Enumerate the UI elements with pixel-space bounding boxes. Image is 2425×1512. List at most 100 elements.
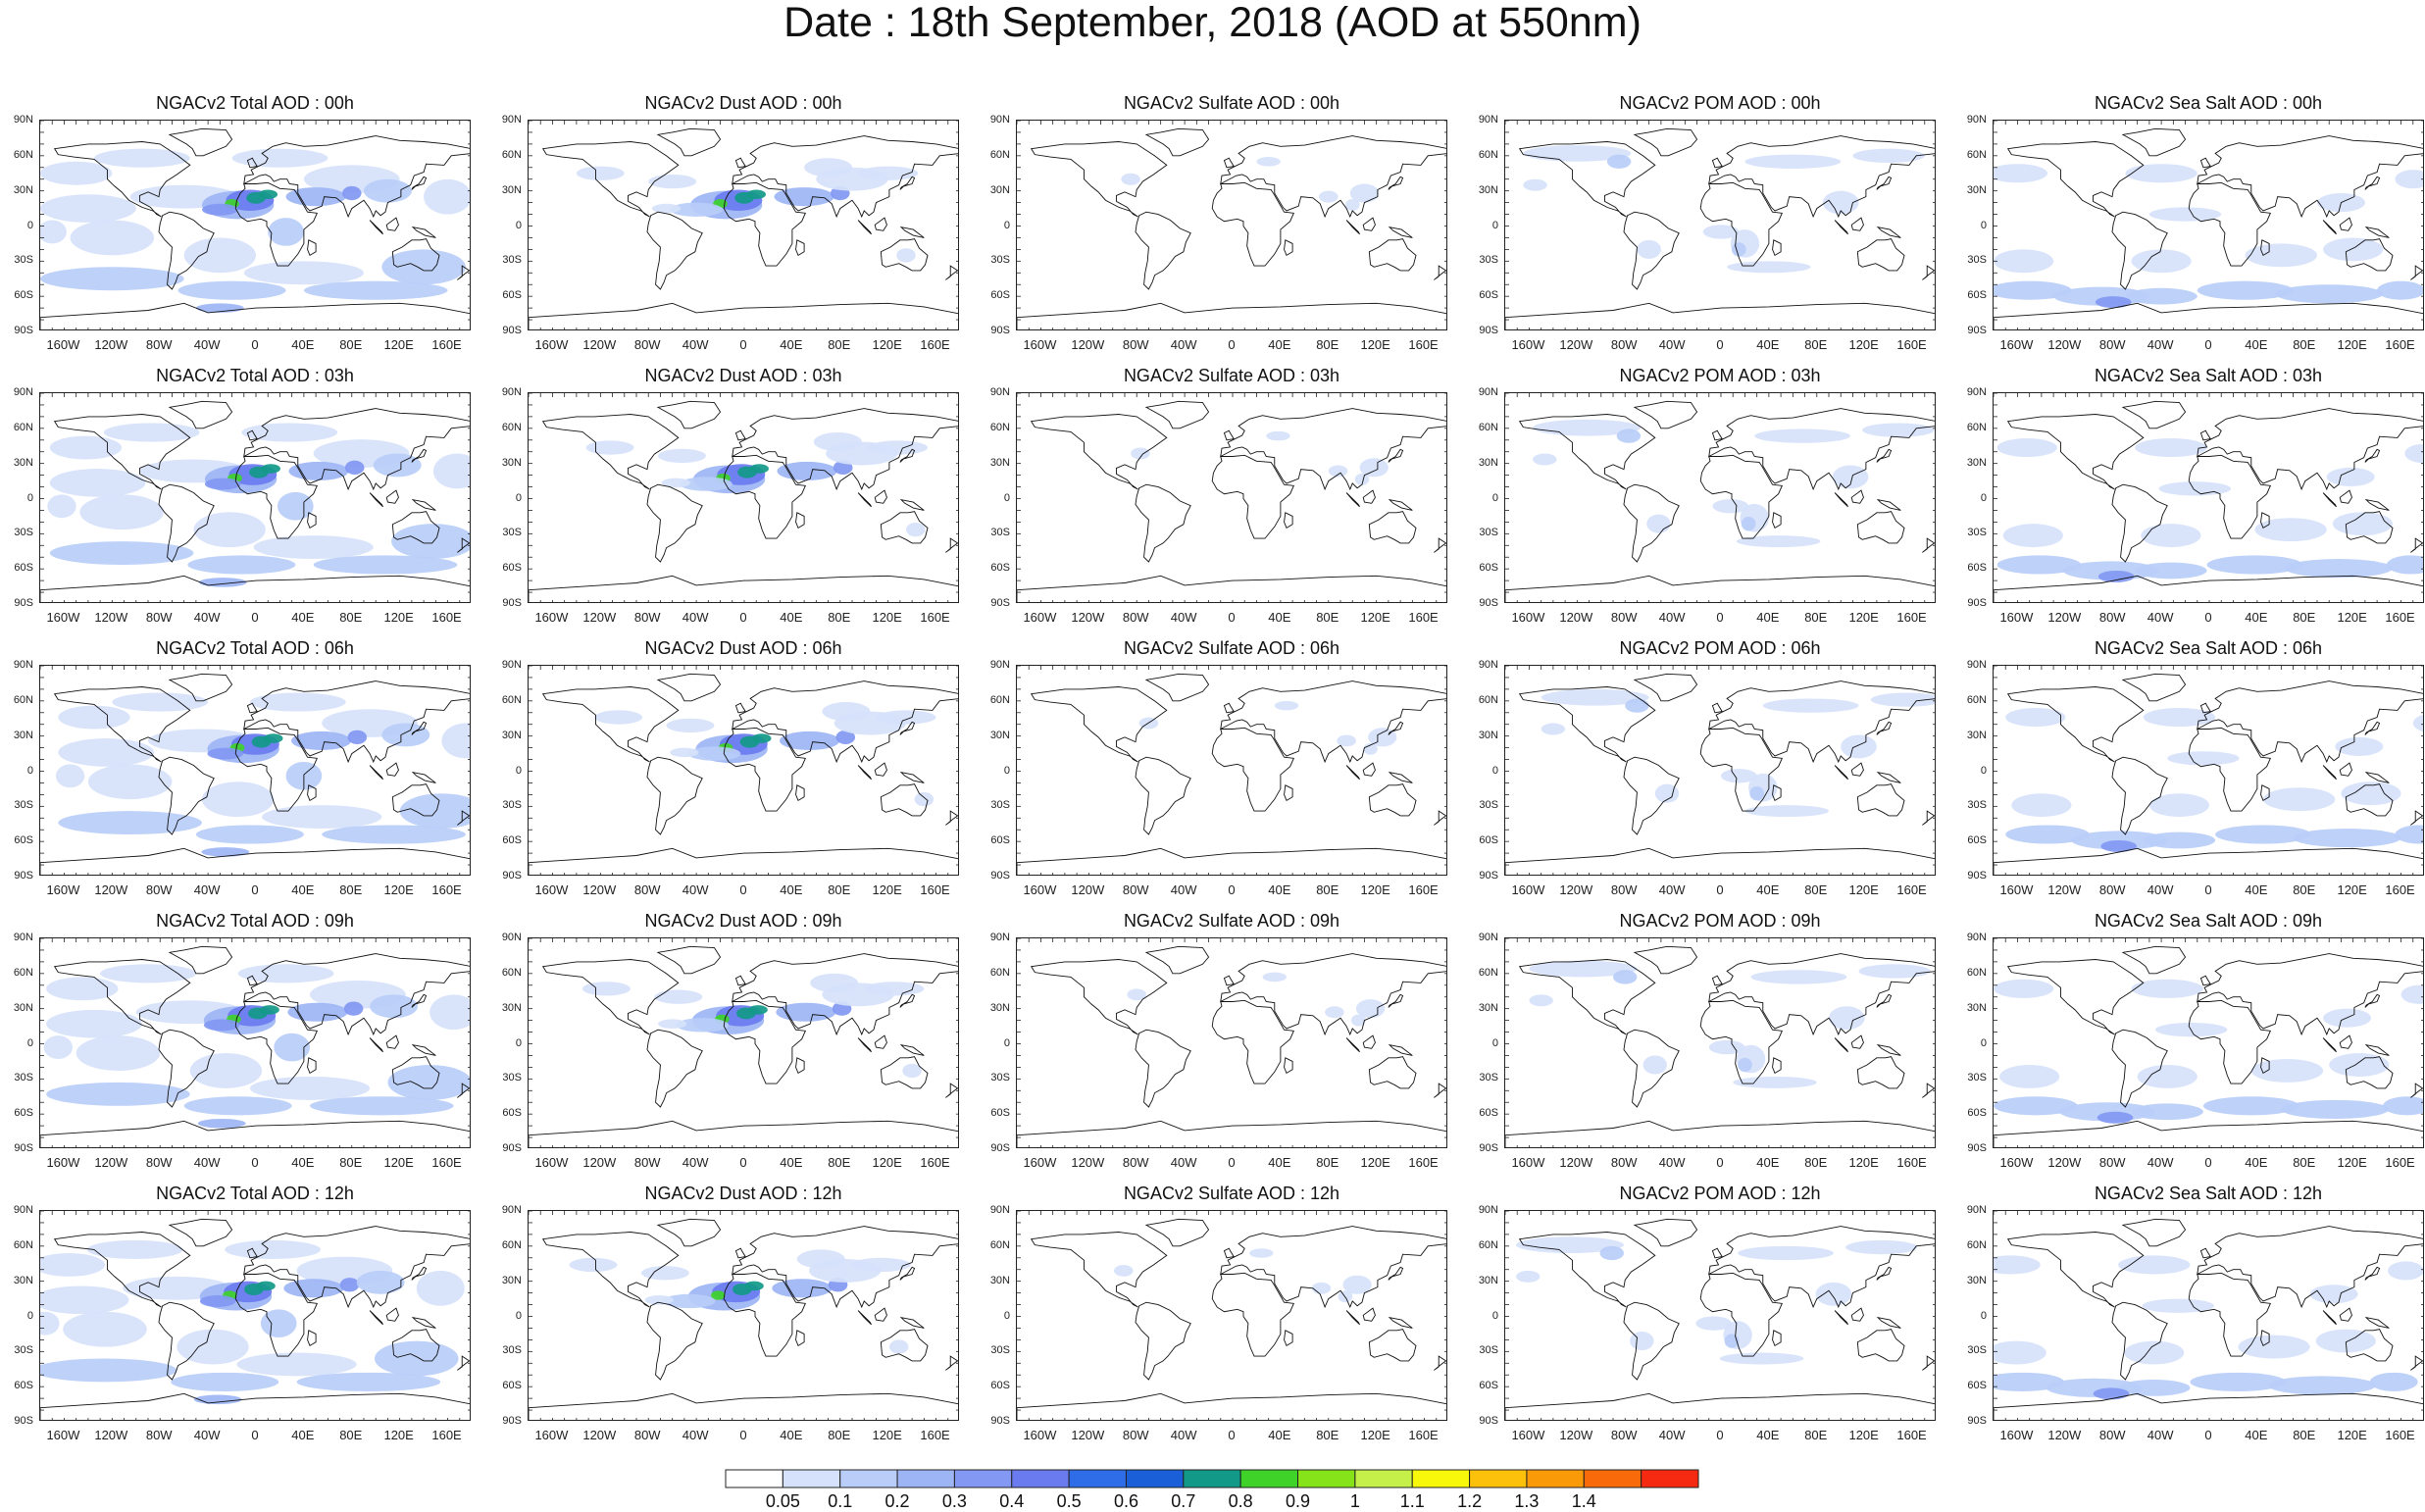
coastline [656,1218,722,1247]
aerosol-plume [313,555,458,575]
coastline [2322,1037,2337,1053]
aerosol-plume [1363,742,1378,755]
world-map [1994,666,2423,875]
lon-tick-label: 160E [1408,337,1439,352]
aerosol-plume [746,189,766,200]
aerosol-plume [1727,261,1811,274]
map-panel-seasalt-2: NGACv2 Sea Salt AOD : 06h 90N 60N 30N 0 30S 60… [1967,638,2424,903]
coastline [732,135,958,219]
lon-tick-label: 40W [2147,1155,2174,1170]
lon-tick-label: 40E [291,882,315,897]
lon-tick-label: 120W [94,882,128,897]
lat-tick-label: 0 [1491,764,1498,777]
lat-tick-label: 90S [1967,1415,1987,1427]
coastline [2345,1329,2394,1362]
lat-tick-label: 90S [14,597,33,609]
map-frame [528,1210,959,1421]
aerosol-plume [49,469,146,497]
lon-tick-label: 160E [2385,1428,2415,1442]
aerosol-plume [2335,736,2384,756]
aerosol-plume [1274,700,1299,711]
lat-tick-label: 30S [990,527,1010,539]
colorbar-swatch [953,1469,1013,1488]
lat-tick-label: 30S [990,1344,1010,1357]
coastline [857,1310,872,1326]
aerosol-plume [1994,164,2047,183]
lon-tick-label: 0 [251,1155,259,1170]
coastline [1211,181,1294,267]
aerosol-plume [375,1340,459,1377]
lat-tick-label: 30N [1966,456,1987,469]
lon-tick-label: 40E [1268,1428,1291,1442]
coastline [1711,702,1723,714]
lon-tick-label: 0 [739,882,747,897]
lon-tick-label: 160W [46,1428,80,1442]
coastline [656,400,722,429]
lon-tick-label: 80W [1122,610,1149,625]
coastline [529,1120,958,1147]
coastline [40,1392,470,1420]
coastline [874,489,887,504]
panel-title: NGACv2 Sulfate AOD : 00h [1123,93,1340,113]
lon-tick-label: 120E [383,1428,414,1442]
lon-tick-label: 0 [1228,1428,1236,1442]
coastline [1144,1218,1210,1247]
aerosol-plume [1994,1255,2041,1275]
colorbar-swatch [782,1469,841,1488]
coastline [874,1307,887,1322]
lat-tick-label: 90N [13,932,33,943]
lon-tick-label: 40W [2147,882,2174,897]
map-frame [528,392,959,603]
coastline [1876,1266,1893,1281]
coastline [734,157,746,169]
lat-tick-label: 60N [989,1238,1010,1251]
map-frame [1016,665,1447,876]
lat-tick-label: 60S [990,562,1010,575]
coastline [529,847,958,875]
coastline [457,1355,470,1371]
coastline [1850,1307,1864,1322]
lat-tick-label: 30S [14,527,33,539]
coastline [1876,771,1901,783]
aerosol-plume [1744,805,1829,818]
lon-tick-label: 120E [872,610,902,625]
aerosol-plume [1599,1245,1624,1261]
coastline [1834,1037,1848,1053]
map-frame [1504,392,1936,603]
coastline [1368,783,1417,817]
lat-tick-label: 0 [1491,1309,1498,1322]
lat-tick-label: 90S [14,870,33,882]
coastline [246,429,258,441]
coastline [1362,1307,1376,1322]
coastline [1505,302,1935,329]
aerosol-plume [1637,239,1661,259]
coastline [2260,784,2270,802]
aerosol-plume [594,710,643,725]
aerosol-plume [670,202,723,217]
coastline [1284,1330,1293,1347]
aerosol-plume [1654,783,1680,803]
coastline [2345,511,2394,544]
lon-tick-label: 160W [1999,882,2034,897]
lat-tick-label: 30N [13,183,33,196]
lat-tick-label: 60N [1966,693,1987,706]
lon-tick-label: 80W [1122,337,1149,352]
coastline [1030,959,1168,1035]
coastline [2260,512,2270,529]
coastline [243,953,470,1036]
map-frame [39,937,471,1148]
aerosol-plume [776,1002,836,1022]
map-frame [1504,937,1936,1148]
lat-tick-label: 90N [13,1204,33,1216]
lon-tick-label: 80W [1610,337,1638,352]
coastline [1368,511,1417,544]
world-map [1994,1211,2423,1420]
lat-tick-label: 30N [501,456,522,469]
lon-tick-label: 160W [1023,337,1057,352]
coastline [2410,810,2423,826]
lat-tick-label: 30S [14,254,33,267]
lon-tick-label: 120W [1071,882,1105,897]
lon-tick-label: 120E [872,882,902,897]
aerosol-plume [322,825,466,844]
lat-tick-label: 30N [1478,456,1498,469]
